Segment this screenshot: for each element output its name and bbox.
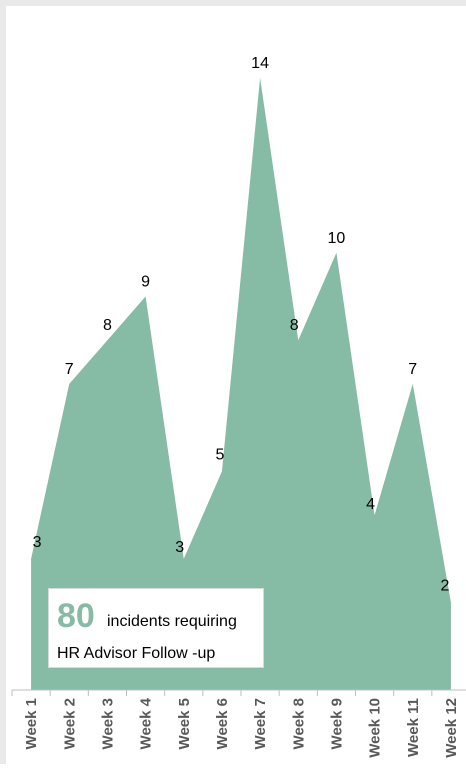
x-tick-label-8: Week 8 bbox=[290, 698, 307, 749]
x-tick-label-5: Week 5 bbox=[176, 698, 193, 749]
callout-text-line1: incidents requiring bbox=[107, 613, 237, 630]
data-label-2: 7 bbox=[65, 361, 74, 378]
data-label-8: 8 bbox=[290, 317, 299, 334]
x-tick-label-4: Week 4 bbox=[138, 697, 155, 749]
x-tick-label-9: Week 9 bbox=[328, 698, 345, 749]
x-tick-label-12: Week 12 bbox=[443, 698, 460, 758]
data-label-3: 8 bbox=[103, 317, 112, 334]
data-label-7: 14 bbox=[251, 55, 269, 72]
x-tick-label-6: Week 6 bbox=[214, 698, 231, 749]
x-tick-label-1: Week 1 bbox=[23, 698, 40, 749]
data-label-1: 3 bbox=[33, 534, 42, 551]
data-label-6: 5 bbox=[215, 446, 224, 463]
x-tick-label-2: Week 2 bbox=[61, 698, 78, 749]
data-label-5: 3 bbox=[175, 539, 184, 556]
x-axis: Week 1 Week 2 Week 3 Week 4 Week 5 Week 6 Week… bbox=[11, 689, 466, 758]
data-label-11: 7 bbox=[408, 361, 417, 378]
area-layer bbox=[31, 77, 451, 691]
x-tick-label-10: Week 10 bbox=[367, 698, 384, 758]
data-label-9: 10 bbox=[328, 230, 346, 247]
x-tick-label-11: Week 11 bbox=[405, 698, 422, 757]
summary-callout: 80 incidents requiring HR Advisor Follow… bbox=[48, 588, 264, 668]
x-tick-label-7: Week 7 bbox=[252, 698, 269, 749]
x-tick-label-3: Week 3 bbox=[99, 698, 116, 749]
area-series bbox=[31, 77, 451, 691]
data-label-12: 2 bbox=[440, 578, 449, 595]
callout-text-line2: HR Advisor Follow -up bbox=[57, 645, 216, 662]
callout-number: 80 bbox=[57, 597, 95, 635]
data-label-4: 9 bbox=[141, 273, 150, 290]
data-labels: 3 7 8 9 3 5 14 8 10 4 7 2 bbox=[33, 55, 450, 595]
data-label-10: 4 bbox=[366, 496, 375, 513]
